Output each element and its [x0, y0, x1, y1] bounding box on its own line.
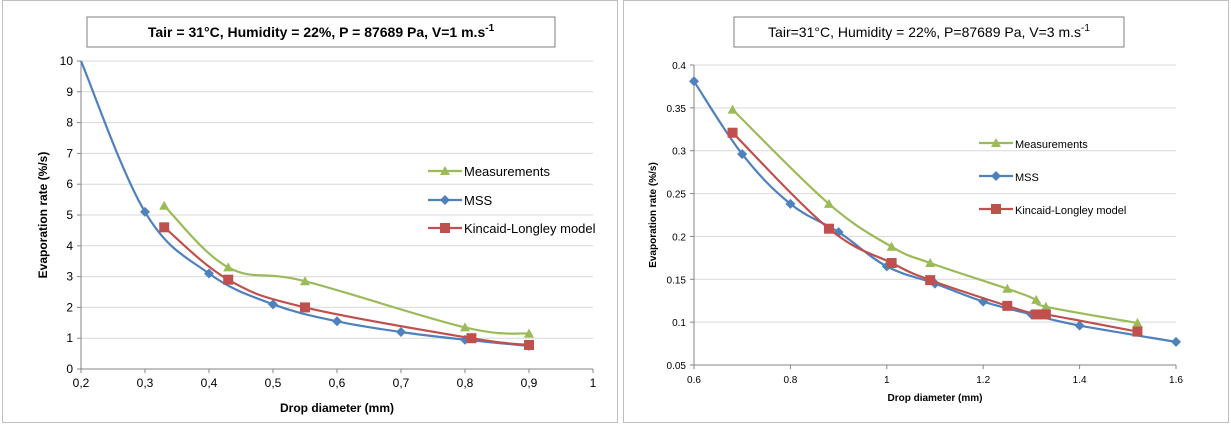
series-line-mss — [79, 60, 530, 347]
data-point — [925, 275, 936, 286]
y-tick-label: 9 — [66, 85, 73, 99]
series-line-kincaid-longley-model — [163, 226, 530, 347]
y-tick-label: 0.4 — [672, 61, 686, 72]
series-line-mss — [693, 80, 1177, 343]
x-tick-label: 0.6 — [687, 375, 701, 386]
data-point — [785, 198, 796, 209]
legend-marker — [440, 195, 450, 205]
data-point — [268, 299, 278, 310]
data-point — [886, 258, 897, 268]
data-point — [1040, 309, 1051, 320]
data-point — [223, 274, 234, 285]
y-tick-label: 10 — [60, 54, 74, 68]
x-tick-label: 1.2 — [976, 375, 990, 386]
y-axis-label: Evaporation rate (%/s) — [36, 152, 50, 279]
legend-label: Measurements — [1015, 139, 1088, 151]
y-tick-label: 5 — [66, 208, 73, 222]
data-point — [332, 316, 342, 327]
data-point — [1171, 336, 1181, 347]
y-tick-label: 7 — [66, 146, 73, 160]
legend-label: Kincaid-Longley model — [464, 221, 596, 236]
x-tick-label: 1.6 — [1169, 375, 1183, 386]
y-tick-label: 0.25 — [667, 190, 687, 201]
data-point — [223, 262, 234, 272]
legend-marker — [440, 166, 450, 175]
data-point — [460, 322, 470, 332]
y-tick-label: 2 — [66, 300, 73, 314]
y-tick-label: 0 — [66, 362, 73, 376]
y-tick-label: 1 — [66, 331, 73, 345]
y-tick-label: 0.1 — [672, 318, 686, 329]
data-point — [689, 76, 699, 87]
data-point — [1132, 326, 1143, 337]
data-point — [1132, 318, 1143, 327]
x-tick-label: 0,5 — [265, 376, 282, 390]
data-point — [1031, 309, 1042, 320]
data-point — [524, 339, 534, 350]
legend-marker — [991, 171, 1001, 181]
y-tick-label: 0.35 — [667, 104, 687, 115]
y-tick-label: 8 — [66, 116, 73, 130]
data-point — [159, 222, 170, 233]
legend-marker — [991, 138, 1001, 147]
x-tick-label: 0,4 — [201, 376, 218, 390]
chart-title-box — [86, 16, 556, 48]
data-point — [396, 327, 406, 338]
x-tick-label: 0.8 — [783, 375, 797, 386]
legend-label: Kincaid-Longley model — [1015, 205, 1126, 217]
y-tick-label: 0.05 — [667, 361, 687, 372]
x-tick-label: 0,9 — [521, 376, 538, 390]
x-tick-label: 0,2 — [73, 376, 90, 390]
data-point — [1040, 301, 1051, 311]
y-tick-label: 6 — [66, 177, 73, 191]
data-point — [140, 206, 150, 217]
y-axis-label: Evaporation rate (%/s) — [648, 162, 659, 268]
data-point — [737, 149, 748, 160]
data-point — [1074, 320, 1085, 331]
x-tick-label: 0,3 — [137, 376, 154, 390]
data-point — [300, 276, 310, 286]
x-tick-label: 0,6 — [329, 376, 346, 390]
data-point — [886, 241, 897, 251]
data-point — [823, 198, 834, 208]
y-tick-label: 3 — [66, 270, 73, 284]
x-tick-label: 1 — [884, 375, 890, 386]
data-point — [925, 258, 936, 267]
legend-marker — [440, 223, 450, 233]
chart-left: Tair = 31°C, Humidity = 22%, P = 87689 P… — [36, 16, 597, 415]
x-tick-label: 1.4 — [1073, 375, 1087, 386]
series-line-kincaid-longley-model — [731, 131, 1138, 333]
data-point — [524, 328, 534, 338]
data-point — [1002, 300, 1013, 311]
data-point — [204, 268, 214, 279]
y-tick-label: 4 — [66, 239, 73, 253]
legend-label: Measurements — [464, 164, 550, 179]
legend-label: MSS — [464, 193, 493, 208]
y-tick-label: 0.3 — [672, 147, 686, 158]
data-point — [1031, 294, 1042, 304]
chart-title: Tair=31°C, Humidity = 22%, P=87689 Pa, V… — [768, 23, 1090, 40]
chart-panel-right: Tair=31°C, Humidity = 22%, P=87689 Pa, V… — [623, 0, 1229, 423]
legend-label: MSS — [1015, 172, 1039, 184]
data-point — [466, 333, 477, 344]
data-point — [727, 127, 738, 138]
x-tick-label: 1 — [590, 376, 597, 390]
chart-title-box — [733, 16, 1125, 48]
x-axis-label: Drop diameter (mm) — [887, 393, 982, 404]
chart-right: Tair=31°C, Humidity = 22%, P=87689 Pa, V… — [648, 16, 1183, 404]
y-tick-label: 0.15 — [667, 275, 687, 286]
y-tick-label: 0.2 — [672, 232, 686, 243]
data-point — [300, 302, 310, 313]
x-tick-label: 0,7 — [393, 376, 410, 390]
data-point — [159, 200, 170, 210]
x-axis-label: Drop diameter (mm) — [280, 401, 394, 415]
data-point — [1002, 283, 1013, 293]
chart-panel-left: Tair = 31°C, Humidity = 22%, P = 87689 P… — [2, 0, 618, 423]
data-point — [833, 227, 844, 238]
x-tick-label: 0,8 — [457, 376, 474, 390]
chart-title: Tair = 31°C, Humidity = 22%, P = 87689 P… — [148, 23, 495, 40]
data-point — [727, 104, 738, 114]
data-point — [823, 223, 834, 234]
legend-marker — [991, 204, 1001, 214]
